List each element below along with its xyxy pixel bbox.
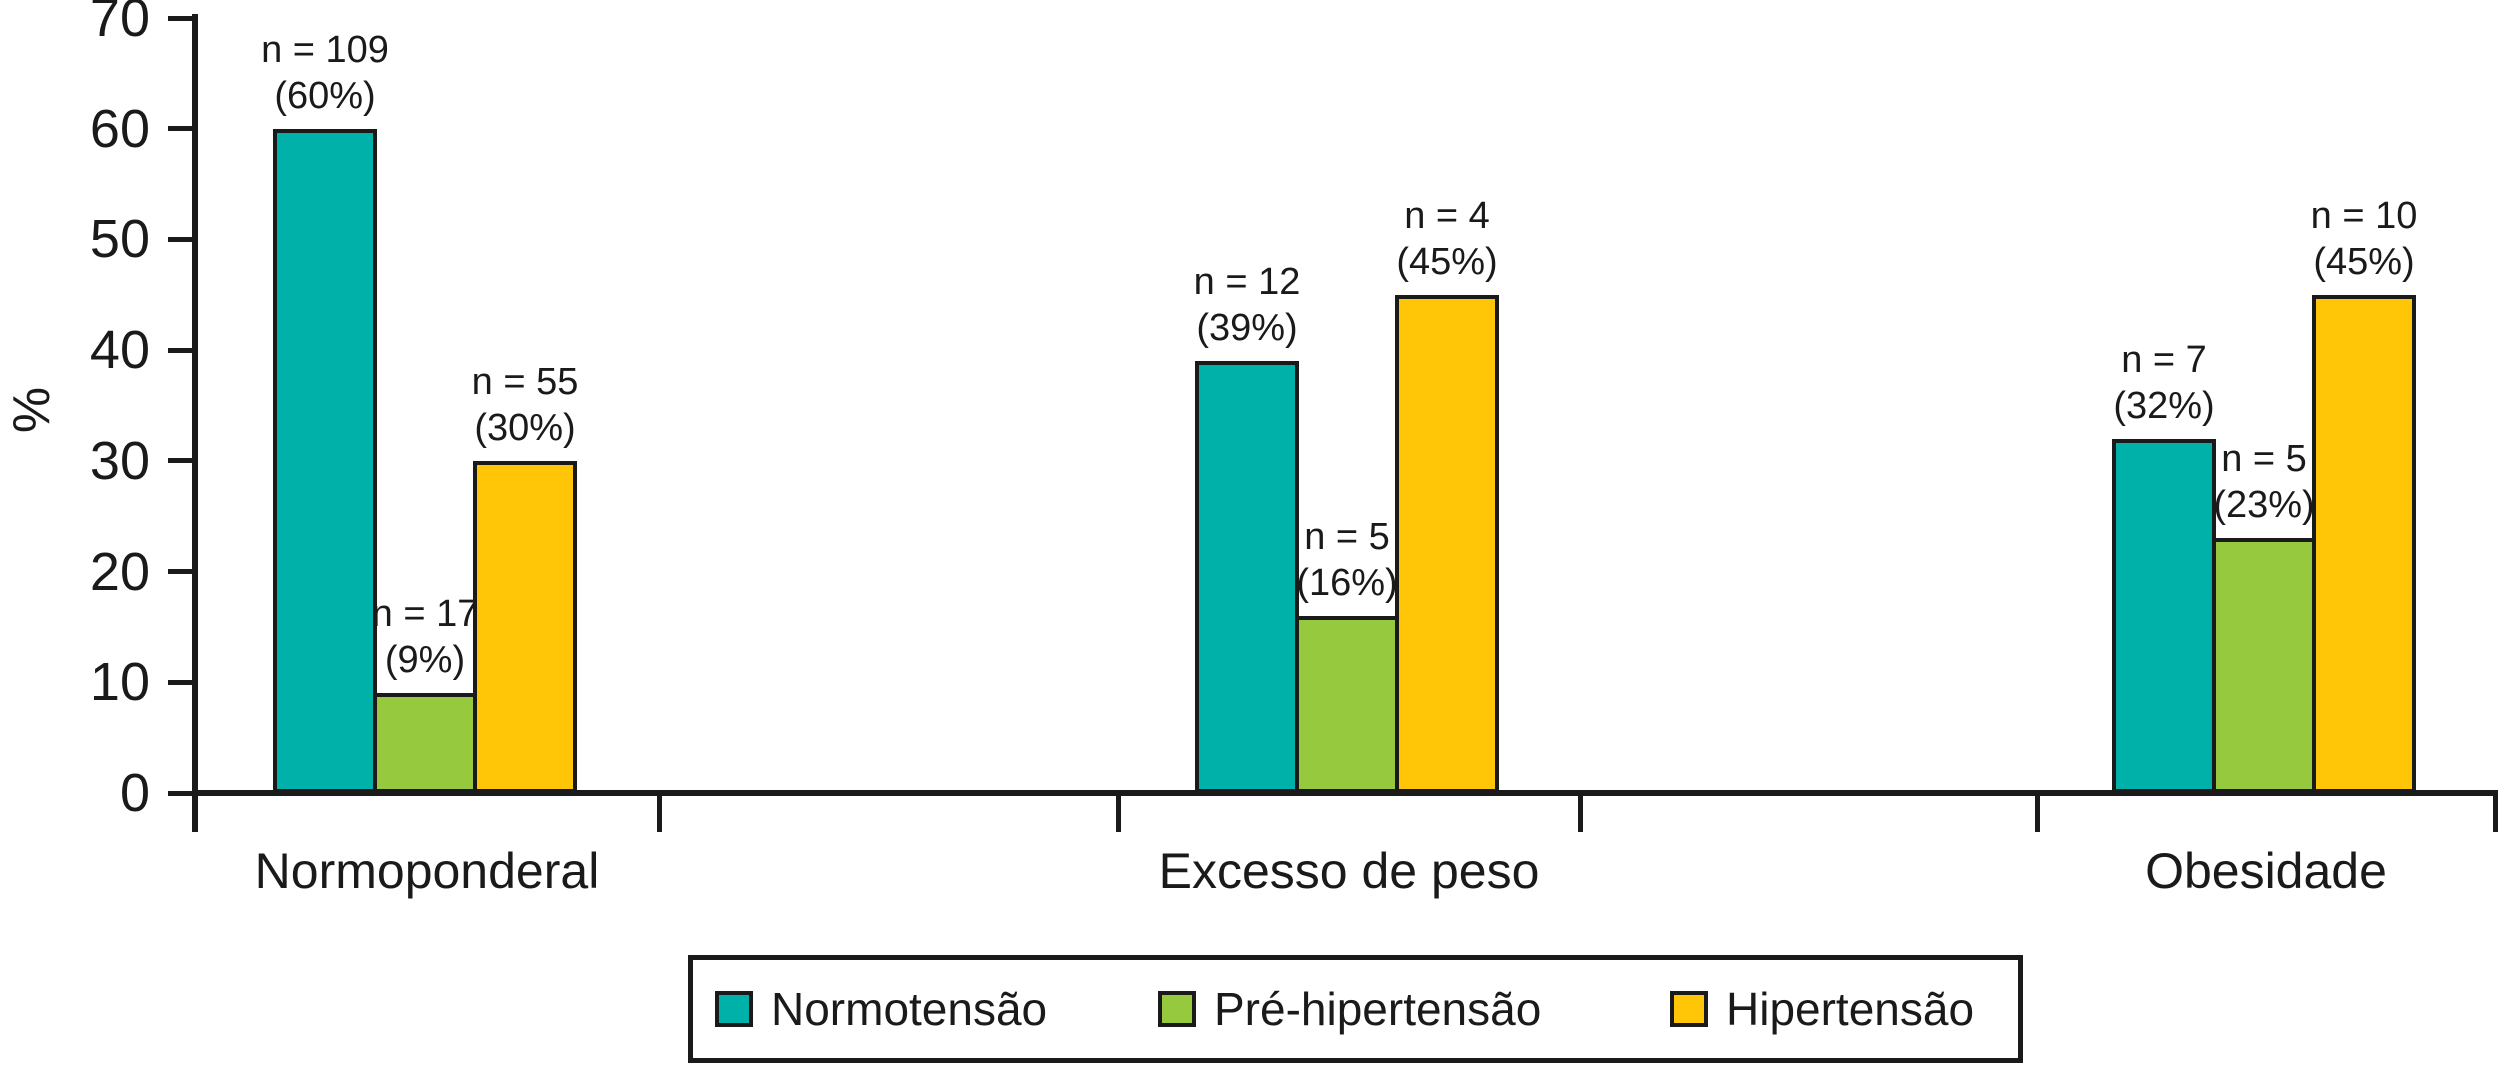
y-tick [168, 679, 196, 685]
x-tick [656, 790, 662, 832]
legend-swatch-icon [1670, 991, 1708, 1027]
bar-label: n = 55 (30%) [375, 357, 675, 451]
category-label: Obesidade [2145, 843, 2387, 899]
bar [2112, 439, 2216, 793]
y-tick-label: 20 [89, 541, 150, 602]
bar-label-line: (30%) [474, 407, 576, 449]
category-label: Excesso de peso [1158, 843, 1540, 899]
bar-label-line: (45%) [1396, 241, 1498, 283]
y-tick [168, 126, 196, 132]
bar-label-line: (32%) [2113, 385, 2215, 427]
bar-label: n = 10 (45%) [2214, 191, 2501, 285]
y-tick-label: 50 [89, 209, 150, 270]
bar-label-line: n = 5 [2221, 438, 2307, 480]
y-tick [168, 790, 196, 796]
bar-label: n = 7 (32%) [2014, 335, 2314, 429]
bar [2312, 295, 2416, 793]
x-tick [2492, 790, 2498, 832]
bar-label: n = 17 (9%) [275, 589, 575, 683]
legend-swatch-icon [715, 991, 753, 1027]
bar-label: n = 5 (23%) [2114, 434, 2414, 528]
y-tick-label: 60 [89, 98, 150, 159]
y-axis-line [192, 14, 198, 832]
bar [373, 693, 477, 793]
bar-label-line: (39%) [1196, 307, 1298, 349]
bar-label-line: (45%) [2313, 241, 2415, 283]
y-tick [168, 236, 196, 242]
y-tick [168, 347, 196, 353]
bar-label-line: (60%) [274, 75, 376, 117]
bar [1295, 616, 1399, 793]
bar-label-line: (16%) [1296, 562, 1398, 604]
x-axis-line [192, 790, 2495, 796]
bar-label-line: n = 4 [1404, 195, 1490, 237]
bar-label-line: n = 5 [1304, 516, 1390, 558]
legend-item: Hipertensão [1670, 960, 1974, 1058]
y-tick [168, 458, 196, 464]
y-tick-label: 0 [119, 763, 150, 823]
y-tick-label: 30 [89, 430, 150, 491]
category-label: Normoponderal [254, 843, 600, 899]
legend: Normotensão Pré-hipertensão Hipertensão [688, 955, 2023, 1063]
bar [2212, 538, 2316, 793]
legend-label: Hipertensão [1726, 983, 1975, 1035]
y-tick [168, 15, 196, 21]
y-tick-label: 70 [89, 0, 150, 48]
x-tick [1115, 790, 1121, 832]
x-tick [2034, 790, 2040, 832]
legend-item: Normotensão [715, 960, 1047, 1058]
bar-label-line: n = 7 [2121, 339, 2207, 381]
bar [473, 461, 577, 793]
legend-label: Pré-hipertensão [1214, 983, 1542, 1035]
bar-label-line: n = 12 [1193, 261, 1301, 303]
bar-label-line: n = 10 [2310, 195, 2418, 237]
legend-swatch-icon [1158, 991, 1196, 1027]
bar-label: n = 109 (60%) [175, 25, 475, 119]
bar-label: n = 4 (45%) [1297, 191, 1597, 285]
bar-label: n = 12 (39%) [1097, 257, 1397, 351]
y-tick-label: 40 [89, 320, 150, 381]
bar-label: n = 5 (16%) [1197, 512, 1497, 606]
y-tick [168, 569, 196, 575]
bar [273, 129, 377, 793]
bar [1395, 295, 1499, 793]
bar-label-line: n = 109 [261, 29, 389, 71]
bar-label-line: (9%) [384, 639, 466, 681]
bar [1195, 361, 1299, 793]
bar-label-line: n = 17 [371, 593, 479, 635]
legend-label: Normotensão [771, 983, 1048, 1035]
bar-label-line: n = 55 [471, 361, 579, 403]
y-tick-label: 10 [89, 652, 150, 713]
legend-item: Pré-hipertensão [1158, 960, 1541, 1058]
bar-label-line: (23%) [2213, 484, 2315, 526]
x-tick [1577, 790, 1583, 832]
